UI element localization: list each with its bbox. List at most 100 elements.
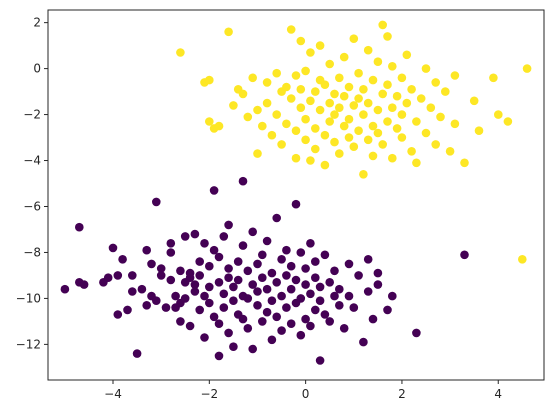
scatter-point [229, 101, 238, 110]
scatter-point [243, 294, 253, 303]
scatter-point [291, 126, 301, 135]
y-tick-label: −4 [23, 154, 41, 168]
scatter-point [349, 142, 359, 151]
x-tick-label: 4 [494, 387, 502, 401]
scatter-point [330, 266, 339, 276]
scatter-point [296, 248, 306, 257]
scatter-point [190, 287, 200, 296]
scatter-point [267, 268, 277, 278]
scatter-point [306, 239, 315, 248]
scatter-point [147, 259, 156, 269]
scatter-point [253, 301, 262, 310]
scatter-point [397, 110, 407, 119]
scatter-point [373, 268, 383, 278]
scatter-point [258, 317, 267, 326]
scatter-point [185, 321, 195, 331]
scatter-point [441, 87, 450, 96]
scatter-point [282, 119, 291, 129]
scatter-point [296, 36, 306, 46]
scatter-point [238, 314, 248, 324]
scatter-point [156, 264, 166, 273]
scatter-point [494, 110, 503, 119]
scatter-point [137, 284, 147, 294]
scatter-point [219, 232, 229, 241]
scatter-point [315, 41, 325, 50]
scatter-point [233, 257, 243, 266]
scatter-point [363, 135, 373, 145]
scatter-point [253, 149, 262, 158]
scatter-point [301, 114, 310, 124]
scatter-point [306, 96, 315, 106]
scatter-point [253, 259, 262, 269]
scatter-point [335, 149, 344, 158]
scatter-point [450, 119, 460, 129]
scatter-point [450, 71, 460, 80]
scatter-point [349, 303, 359, 312]
scatter-point [436, 112, 445, 122]
scatter-point [344, 133, 354, 142]
scatter-point [267, 130, 277, 140]
scatter-point [354, 271, 363, 280]
scatter-point [503, 117, 513, 126]
scatter-point [306, 156, 315, 165]
scatter-point [176, 317, 185, 326]
scatter-point [311, 124, 320, 133]
scatter-point [315, 105, 325, 115]
scatter-point [431, 140, 441, 149]
scatter-point [166, 248, 176, 257]
scatter-point [320, 130, 330, 140]
scatter-point [469, 96, 479, 106]
scatter-point [219, 303, 229, 312]
scatter-point [277, 140, 286, 149]
scatter-point [282, 271, 291, 280]
scatter-point [258, 250, 267, 260]
scatter-point [262, 236, 272, 246]
scatter-point [166, 275, 176, 285]
scatter-point [205, 75, 214, 85]
scatter-point [330, 291, 339, 301]
scatter-point [311, 87, 320, 96]
scatter-point [301, 66, 310, 76]
scatter-point [214, 121, 224, 131]
scatter-point [286, 319, 296, 329]
scatter-point [195, 305, 204, 315]
scatter-point [272, 278, 282, 287]
scatter-point [180, 294, 190, 303]
scatter-point [248, 280, 257, 289]
scatter-point [219, 289, 229, 299]
points-layer [60, 20, 532, 365]
scatter-point [363, 45, 373, 55]
scatter-point [388, 291, 397, 301]
scatter-point [373, 280, 383, 289]
scatter-point [383, 117, 392, 126]
scatter-point [272, 68, 282, 78]
scatter-point [262, 284, 272, 294]
scatter-point [161, 303, 171, 312]
scatter-point [330, 137, 339, 147]
scatter-point [363, 98, 373, 108]
scatter-point [243, 266, 253, 276]
scatter-point [195, 257, 204, 266]
scatter-point [166, 239, 176, 248]
scatter-point [489, 73, 498, 83]
scatter-point [320, 310, 330, 319]
scatter-point [383, 32, 392, 41]
scatter-point [383, 305, 392, 315]
scatter-point [402, 98, 412, 108]
scatter-point [238, 241, 248, 250]
scatter-point [301, 264, 310, 273]
scatter-point [388, 103, 397, 112]
scatter-point [132, 349, 142, 358]
scatter-point [378, 89, 388, 99]
scatter-point [421, 64, 431, 73]
scatter-point [397, 73, 407, 83]
scatter-point [373, 128, 383, 138]
scatter-point [248, 73, 257, 83]
scatter-point [258, 273, 267, 283]
scatter-point [416, 94, 426, 103]
x-tick-label: 2 [398, 387, 406, 401]
scatter-point [363, 254, 373, 264]
scatter-point [311, 273, 320, 283]
scatter-point [229, 296, 238, 306]
scatter-point [224, 328, 233, 338]
